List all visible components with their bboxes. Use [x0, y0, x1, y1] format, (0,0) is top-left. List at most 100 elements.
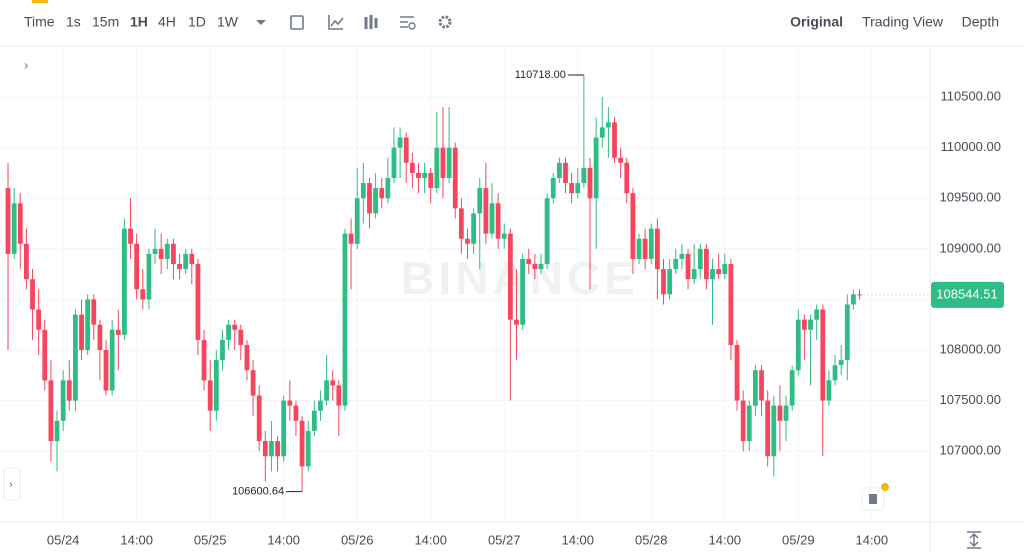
candle-body	[691, 269, 697, 280]
candle-body	[232, 324, 238, 330]
candle-body	[428, 172, 434, 189]
candle-body	[11, 203, 17, 254]
candle-body	[311, 410, 317, 431]
view-option[interactable]: Depth	[962, 14, 999, 30]
candle-body	[514, 319, 519, 325]
candle-body	[495, 203, 501, 239]
candle-body	[348, 233, 354, 244]
candle-body	[440, 147, 446, 179]
candle-body	[262, 441, 268, 457]
template-icon[interactable]	[400, 16, 414, 28]
expand-chevron[interactable]: ›	[24, 57, 28, 72]
auto-scale-icon[interactable]	[967, 531, 981, 549]
candle-body	[416, 172, 421, 179]
side-panel-toggle[interactable]	[3, 467, 21, 501]
candle-body	[97, 324, 103, 351]
plot-area: BINANCE	[0, 46, 930, 522]
candle-body	[140, 289, 146, 300]
candle-body	[679, 253, 685, 259]
candle-body	[569, 183, 575, 194]
candle-body	[409, 162, 415, 173]
y-tick-label: 110000.00	[941, 139, 1002, 154]
candle-body	[661, 269, 666, 295]
candle-body	[575, 183, 581, 194]
candle-body	[544, 198, 550, 265]
interval-option[interactable]: 15m	[92, 14, 119, 30]
candle-body	[630, 193, 636, 259]
candle-body	[465, 238, 470, 244]
candle-body	[783, 405, 789, 421]
candle-body	[158, 248, 164, 259]
candle-body	[599, 127, 605, 138]
candle-body	[54, 420, 60, 442]
candle-body	[60, 380, 66, 421]
toolbar: Time 1s 15m 1H 4H 1D 1W Original Trading View Dep…	[24, 14, 999, 30]
candle-body	[820, 309, 826, 401]
candle-body	[226, 324, 231, 340]
interval-option[interactable]: 4H	[158, 14, 176, 30]
candle-body	[238, 329, 244, 345]
candle-body	[814, 309, 820, 320]
x-tick-label: 05/26	[341, 532, 374, 547]
y-tick-label: 109000.00	[940, 240, 1001, 255]
candle-body	[612, 122, 617, 158]
candle-body	[134, 243, 140, 290]
calendar-icon[interactable]	[290, 15, 304, 30]
candle-body	[109, 329, 115, 391]
candle-body	[722, 264, 728, 275]
candle-body	[452, 147, 458, 209]
candle-body	[287, 400, 293, 406]
candle-body	[740, 400, 746, 442]
notification-dot	[881, 483, 889, 491]
candle-body	[299, 420, 305, 467]
candle-body	[164, 243, 170, 259]
extreme-label: 110718.00	[515, 69, 566, 81]
candle-body	[354, 198, 360, 244]
x-tick-label: 14:00	[267, 532, 300, 547]
candle-body	[79, 314, 84, 351]
candle-body	[30, 279, 35, 310]
candle-body	[581, 167, 587, 184]
indicator-icon[interactable]	[328, 15, 344, 30]
candle-body	[483, 188, 489, 234]
candle-body	[489, 203, 495, 234]
candle-body	[501, 233, 507, 239]
candle-body	[275, 441, 280, 457]
candle-body	[667, 269, 673, 295]
interval-option[interactable]: 1H	[130, 14, 148, 30]
candle-body	[403, 137, 409, 163]
candle-body	[648, 228, 654, 259]
candle-body	[5, 188, 11, 254]
view-option[interactable]: Original	[790, 14, 843, 30]
candle-body	[324, 380, 329, 401]
candle-body	[636, 238, 642, 259]
settings-icon[interactable]	[438, 15, 452, 29]
candle-body	[115, 329, 121, 335]
candle-body	[851, 294, 856, 305]
candle-body	[550, 178, 556, 199]
x-tick-label: 14:00	[856, 532, 889, 547]
interval-option[interactable]: 1s	[66, 14, 81, 30]
candle-body	[171, 243, 176, 265]
candle-body	[103, 350, 109, 391]
candle-body	[250, 370, 256, 396]
interval-option[interactable]: Time	[24, 14, 55, 30]
candle-body	[422, 172, 427, 179]
interval-option[interactable]: 1W	[217, 14, 239, 30]
candle-body	[330, 380, 336, 386]
candle-body	[808, 319, 813, 330]
candle-body	[710, 269, 715, 280]
interval-option[interactable]: 1D	[188, 14, 206, 30]
x-tick-label: 14:00	[561, 532, 594, 547]
dropdown-icon[interactable]	[256, 20, 266, 25]
candle-body	[391, 147, 397, 179]
view-option[interactable]: Trading View	[862, 14, 944, 30]
last-price-label: 108544.51	[936, 286, 997, 301]
candle-body	[563, 162, 568, 184]
x-tick-label: 05/28	[635, 532, 668, 547]
extreme-label: 106600.64	[232, 485, 284, 497]
candle-body	[618, 157, 624, 163]
candle-body	[734, 344, 740, 401]
candle-type-icon[interactable]	[364, 15, 378, 29]
candle-body	[293, 405, 299, 421]
